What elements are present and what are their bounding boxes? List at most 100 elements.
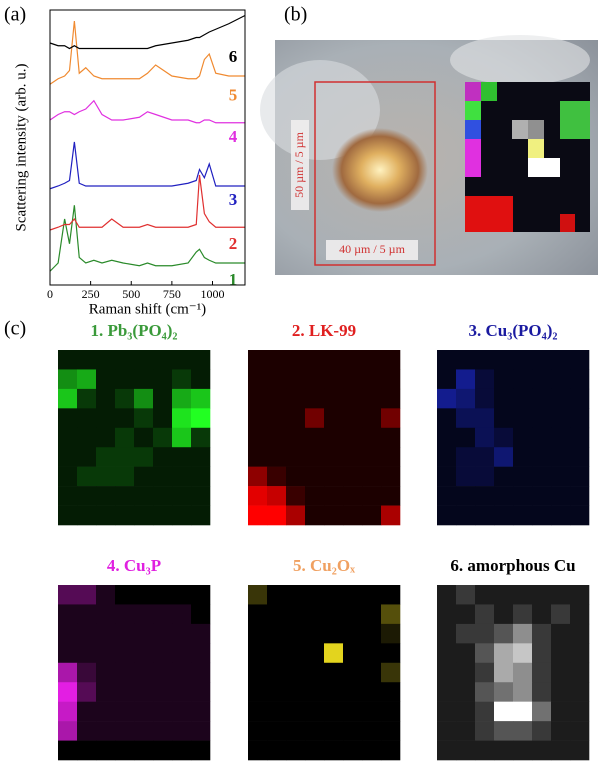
map-cell: [58, 585, 78, 605]
map-cell: [248, 662, 268, 683]
map-cell: [248, 585, 268, 605]
map-cell: [191, 505, 211, 526]
scale-y-group: 50 µm / 5 µm: [291, 120, 309, 210]
map-cell: [267, 604, 287, 625]
map-cell: [248, 350, 268, 370]
crystal: [332, 128, 428, 212]
map-cell: [513, 682, 533, 702]
map-cell: [343, 427, 363, 448]
map-cell: [134, 721, 154, 741]
map-cell: [58, 643, 78, 664]
map-cell: [267, 721, 287, 741]
map-cell: [437, 388, 457, 409]
map-cell: [494, 604, 514, 625]
map-cell: [153, 662, 173, 683]
map-cell: [286, 466, 306, 487]
series-label: 2: [229, 234, 238, 253]
map-cell: [456, 643, 476, 664]
map-cell: [153, 643, 173, 664]
map-cell: [172, 505, 192, 526]
map-cell: [267, 623, 287, 644]
map-cell: [286, 604, 306, 625]
map-cell: [381, 505, 401, 526]
map-cell: [494, 505, 514, 526]
map-cell: [475, 662, 495, 683]
map-cell: [513, 701, 533, 722]
map-cell: [267, 447, 287, 467]
map-cell: [248, 486, 268, 506]
map-cell: [381, 740, 401, 761]
map-cell: [153, 350, 173, 370]
map-cell: [343, 643, 363, 664]
map-cell: [153, 505, 173, 526]
map-cell: [286, 505, 306, 526]
map-cell: [305, 604, 325, 625]
map-cell: [437, 740, 457, 761]
map-cell: [324, 447, 344, 467]
map-cell: [475, 350, 495, 370]
map-cell: [191, 740, 211, 761]
map-cell: [191, 369, 211, 390]
map-cell: [305, 740, 325, 761]
map-cell: [153, 623, 173, 644]
map-cell: [437, 643, 457, 664]
map-cell: [96, 505, 116, 526]
map-cell: [551, 505, 571, 526]
map-cell: [343, 447, 363, 467]
map-cell: [96, 427, 116, 448]
map-cell: [153, 585, 173, 605]
map-cell: [551, 682, 571, 702]
map-cell: [153, 701, 173, 722]
scan-area: [314, 81, 436, 266]
map-cell: [115, 505, 135, 526]
map-cell: [362, 585, 382, 605]
map-cell: [286, 427, 306, 448]
map-cell: [570, 486, 590, 506]
map-cell: [134, 447, 154, 467]
map-cell: [58, 466, 78, 487]
map-cell: [532, 408, 552, 429]
composite-cell: [560, 101, 590, 139]
map-cell: [494, 408, 514, 429]
composite-cell: [528, 158, 560, 177]
map-cell: [532, 447, 552, 467]
map-cell: [115, 721, 135, 741]
map-cell: [324, 740, 344, 761]
map-cell: [532, 486, 552, 506]
map-cell: [456, 585, 476, 605]
map-cell: [77, 388, 97, 409]
map-cell: [96, 369, 116, 390]
map-cell: [286, 369, 306, 390]
map-cell: [475, 701, 495, 722]
map-cell: [551, 486, 571, 506]
map-cell: [324, 604, 344, 625]
map-cell: [437, 701, 457, 722]
series-label: 5: [229, 86, 238, 105]
composite-cell: [512, 120, 528, 139]
map-cell: [77, 369, 97, 390]
map-cell: [115, 486, 135, 506]
map-cell: [96, 682, 116, 702]
map-cell: [58, 721, 78, 741]
map-cell: [58, 662, 78, 683]
map-cell: [475, 427, 495, 448]
map-cell: [475, 447, 495, 467]
map-cell: [343, 585, 363, 605]
map-cell: [305, 408, 325, 429]
map-cell: [77, 505, 97, 526]
map-cell: [362, 662, 382, 683]
map-cell: [362, 408, 382, 429]
map-cell: [343, 604, 363, 625]
map-cell: [172, 408, 192, 429]
map-cell: [513, 721, 533, 741]
map-cell: [77, 721, 97, 741]
map-cell: [153, 466, 173, 487]
map-cell: [381, 369, 401, 390]
map-cell: [324, 505, 344, 526]
map-cell: [267, 643, 287, 664]
map-cell: [286, 585, 306, 605]
map-cell: [362, 427, 382, 448]
map-cell: [437, 408, 457, 429]
map-cell: [381, 623, 401, 644]
map-cell: [286, 701, 306, 722]
